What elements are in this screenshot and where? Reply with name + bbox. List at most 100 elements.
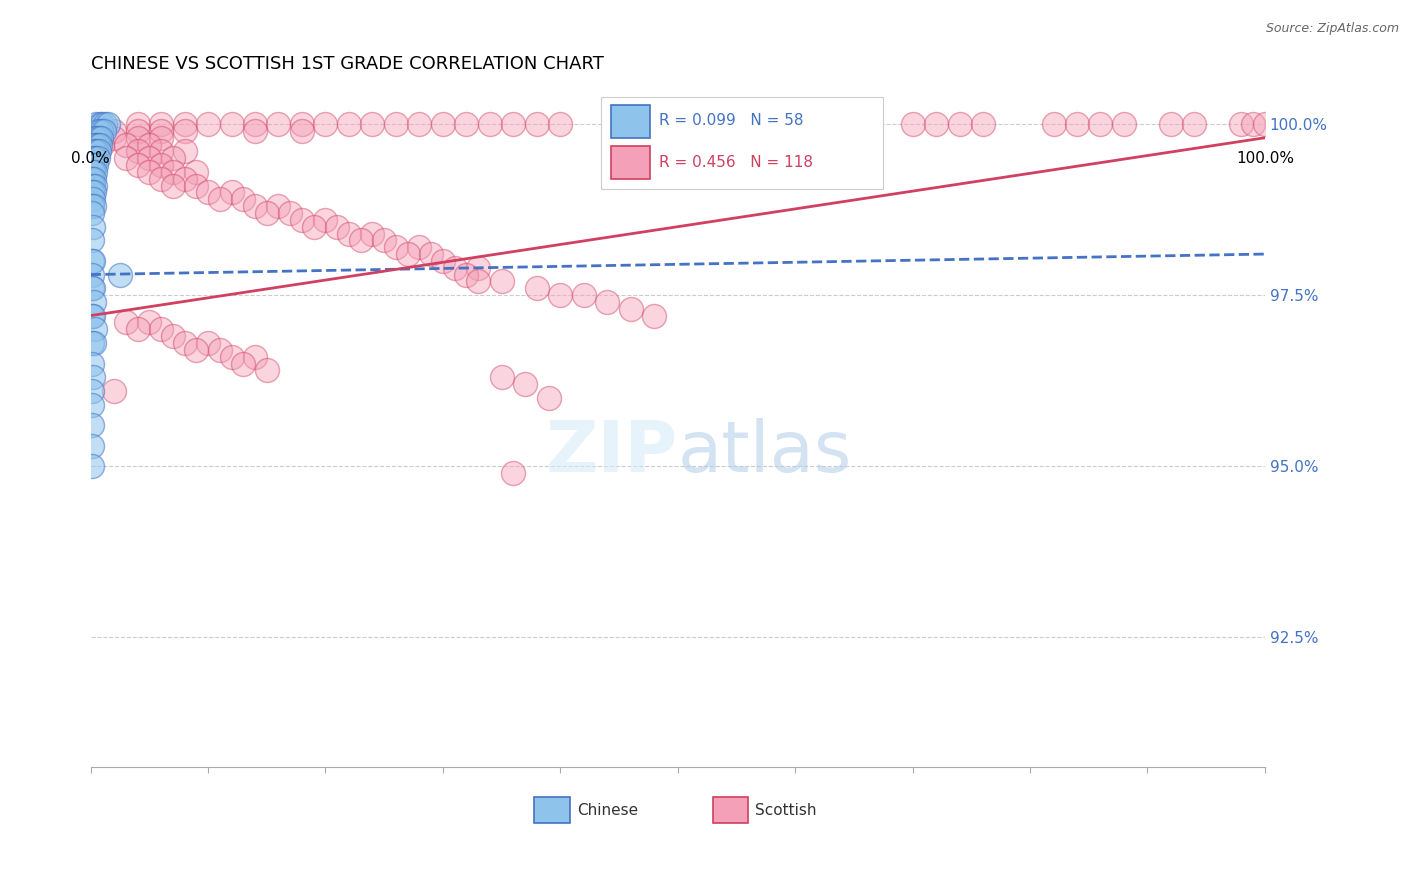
Point xyxy=(173,171,195,186)
Point xyxy=(385,117,408,131)
Point xyxy=(443,260,465,275)
FancyBboxPatch shape xyxy=(602,96,883,189)
Point xyxy=(267,117,290,131)
Text: ZIP: ZIP xyxy=(546,418,678,487)
Point xyxy=(80,253,103,268)
Point xyxy=(243,199,266,213)
Point xyxy=(83,145,105,159)
Point xyxy=(1112,117,1135,131)
Point xyxy=(197,186,219,200)
Point xyxy=(456,117,478,131)
Point xyxy=(197,336,219,351)
Point xyxy=(89,137,111,152)
Point xyxy=(86,158,108,172)
Point xyxy=(138,137,160,152)
Point xyxy=(108,268,131,282)
Point xyxy=(208,192,231,206)
Point xyxy=(82,281,104,295)
Point xyxy=(502,117,524,131)
Point xyxy=(361,117,384,131)
Point xyxy=(80,268,103,282)
Point xyxy=(83,130,105,145)
Point xyxy=(84,151,107,165)
Point xyxy=(82,309,104,323)
Text: Chinese: Chinese xyxy=(576,803,638,818)
Point xyxy=(537,391,560,405)
Text: Source: ZipAtlas.com: Source: ZipAtlas.com xyxy=(1265,22,1399,36)
Point xyxy=(467,260,489,275)
Point xyxy=(80,418,103,433)
Point xyxy=(807,117,830,131)
Point xyxy=(1184,117,1206,131)
Point xyxy=(785,117,807,131)
Point xyxy=(93,124,115,138)
Point xyxy=(82,178,104,193)
Point xyxy=(80,398,103,412)
Text: 0.0%: 0.0% xyxy=(72,152,110,167)
Point xyxy=(83,158,105,172)
Point xyxy=(221,117,243,131)
Point xyxy=(82,370,104,384)
Point xyxy=(1066,117,1088,131)
Point xyxy=(232,357,254,371)
Point xyxy=(513,377,536,392)
Point xyxy=(456,268,478,282)
Point xyxy=(86,151,108,165)
Point xyxy=(186,343,208,357)
Point xyxy=(86,137,108,152)
Point xyxy=(87,130,110,145)
Point xyxy=(221,350,243,364)
Point xyxy=(243,117,266,131)
Point xyxy=(87,145,110,159)
Point xyxy=(103,384,125,398)
Point xyxy=(97,117,120,131)
Point xyxy=(432,253,454,268)
Point xyxy=(620,301,643,316)
Point xyxy=(186,178,208,193)
Point xyxy=(150,130,173,145)
Point xyxy=(361,227,384,241)
Point xyxy=(291,212,314,227)
Point xyxy=(256,206,278,220)
Point xyxy=(83,199,105,213)
Point xyxy=(80,206,103,220)
Point xyxy=(150,117,173,131)
Point xyxy=(1042,117,1064,131)
Point xyxy=(86,124,108,138)
Point xyxy=(596,295,619,310)
Point xyxy=(162,329,184,343)
Point xyxy=(1254,117,1277,131)
Point xyxy=(138,316,160,330)
Point xyxy=(83,186,105,200)
Point xyxy=(103,130,125,145)
Point xyxy=(314,212,336,227)
Point xyxy=(197,117,219,131)
Point xyxy=(82,137,104,152)
Text: R = 0.099   N = 58: R = 0.099 N = 58 xyxy=(659,113,803,128)
Point xyxy=(314,117,336,131)
Point xyxy=(115,137,138,152)
Point xyxy=(186,165,208,179)
Point xyxy=(337,227,360,241)
Point xyxy=(115,151,138,165)
Text: R = 0.456   N = 118: R = 0.456 N = 118 xyxy=(659,155,813,169)
Text: CHINESE VS SCOTTISH 1ST GRADE CORRELATION CHART: CHINESE VS SCOTTISH 1ST GRADE CORRELATIO… xyxy=(90,55,603,73)
Point xyxy=(1230,117,1253,131)
Point xyxy=(127,145,149,159)
Point xyxy=(221,186,243,200)
Point xyxy=(93,117,115,131)
Point xyxy=(278,206,301,220)
Point xyxy=(80,384,103,398)
Point xyxy=(86,130,108,145)
Point xyxy=(396,247,419,261)
Point xyxy=(84,178,107,193)
Point xyxy=(256,363,278,377)
Point xyxy=(948,117,970,131)
Point xyxy=(267,199,290,213)
Point xyxy=(90,130,112,145)
Point xyxy=(150,124,173,138)
Point xyxy=(83,171,105,186)
Point xyxy=(150,322,173,336)
Point xyxy=(408,117,430,131)
Point xyxy=(80,357,103,371)
